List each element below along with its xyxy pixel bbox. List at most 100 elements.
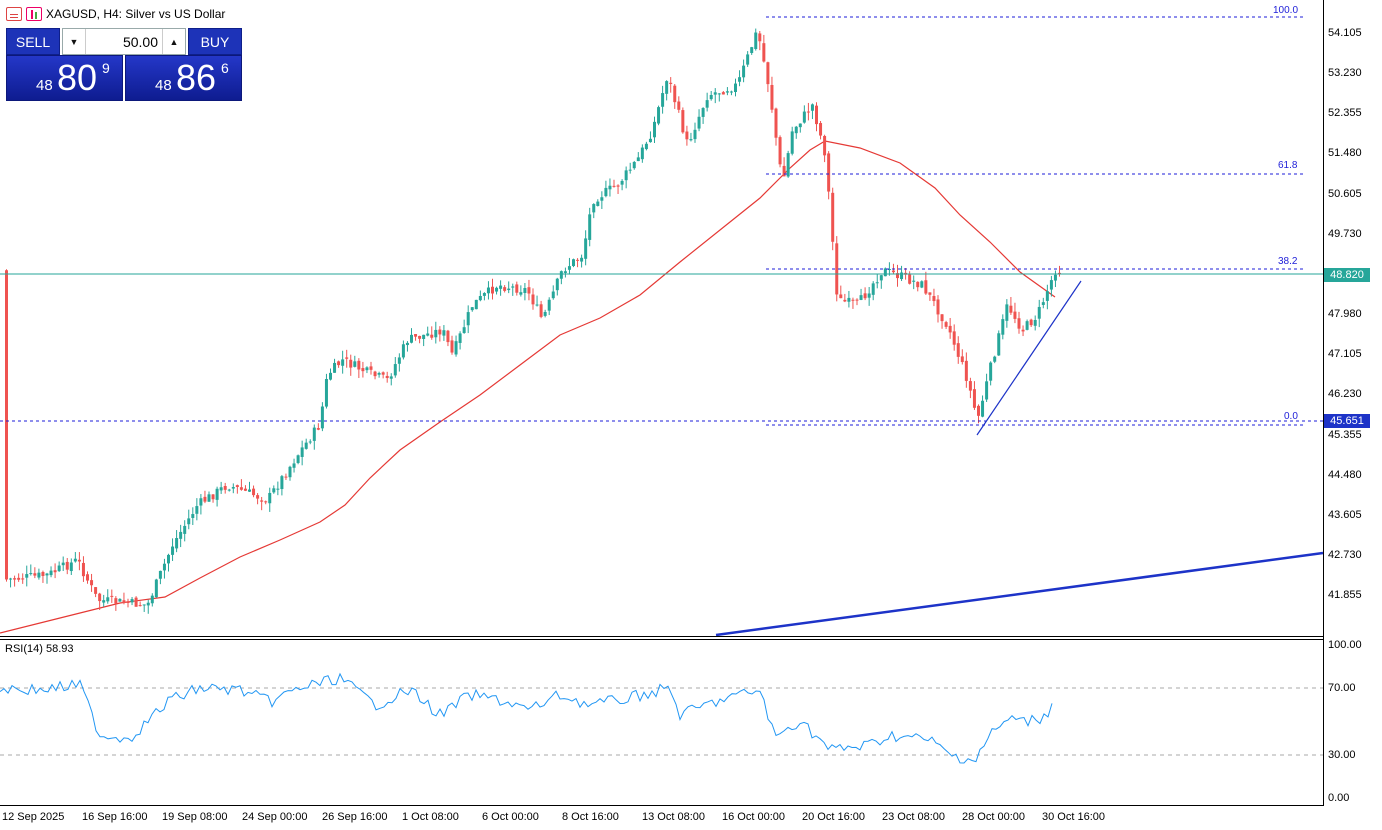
trendline-up [976, 280, 1082, 436]
candle-body [292, 463, 296, 468]
candle-body [993, 356, 997, 362]
candle-body [827, 153, 831, 192]
candle-body [248, 489, 251, 492]
candle-body [187, 518, 191, 525]
candle-body [584, 238, 588, 259]
bid-big-digits: 80 [57, 57, 98, 98]
candle-body [25, 574, 29, 578]
main-pane-border [0, 636, 1323, 637]
candle-body [701, 108, 705, 117]
price-tick: 50.605 [1328, 188, 1362, 200]
candle-body [1021, 329, 1025, 332]
candle-body [875, 282, 879, 284]
candle-body [333, 362, 337, 373]
candle-body [268, 492, 272, 504]
time-tick: 1 Oct 08:00 [402, 811, 459, 823]
rsi-tick: 0.00 [1328, 792, 1350, 804]
sell-button[interactable]: SELL [6, 28, 60, 55]
candle-body [628, 169, 632, 171]
candle-body [126, 601, 130, 603]
time-tick: 6 Oct 00:00 [482, 811, 539, 823]
time-tick: 12 Sep 2025 [2, 811, 65, 823]
candle-body [523, 288, 527, 293]
candle-body [324, 378, 328, 407]
candle-body [122, 600, 126, 604]
candle-body [1009, 305, 1013, 313]
candle-body [879, 275, 883, 281]
candle-body [519, 292, 523, 295]
candle-body [908, 274, 912, 284]
candle-body [474, 299, 478, 310]
candle-body [940, 314, 944, 322]
candle-body [102, 600, 106, 603]
candle-body [280, 476, 284, 490]
time-tick: 13 Oct 08:00 [642, 811, 705, 823]
candle-body [798, 123, 802, 128]
candle-body [786, 153, 790, 177]
candle-body [77, 559, 81, 562]
bid-price-button[interactable]: 48 80 9 [6, 55, 123, 101]
ask-price-button[interactable]: 48 86 6 [125, 55, 242, 101]
candle-body [414, 334, 418, 337]
buy-button[interactable]: BUY [188, 28, 242, 55]
candle-body [53, 570, 57, 573]
candle-body [604, 187, 608, 197]
candle-body [977, 405, 980, 416]
candle-body [738, 77, 742, 82]
candle-body [766, 62, 770, 85]
candle-body [547, 299, 551, 311]
candle-body [118, 598, 122, 602]
candle-body [742, 65, 746, 78]
lot-size-field[interactable]: ▼ 50.00 ▲ [62, 28, 186, 55]
candle-body [912, 280, 916, 282]
bid-prefix: 48 [36, 77, 53, 94]
candle-body [13, 578, 17, 580]
candle-body [1045, 291, 1049, 301]
candle-body [576, 259, 580, 261]
candle-body [191, 514, 195, 518]
candle-body [146, 602, 150, 606]
rsi-tick: 30.00 [1328, 749, 1356, 761]
market-watch-icon[interactable] [6, 7, 22, 21]
candle-body [960, 356, 964, 363]
time-tick: 30 Oct 16:00 [1042, 811, 1105, 823]
candle-body [179, 531, 183, 539]
time-tick: 19 Sep 08:00 [162, 811, 228, 823]
price-tick: 49.730 [1328, 228, 1362, 240]
lot-size-value[interactable]: 50.00 [122, 33, 158, 50]
candle-body [345, 357, 349, 359]
candle-body [657, 107, 661, 124]
candle-body [640, 147, 644, 160]
candle-body [252, 488, 256, 496]
candle-body [337, 361, 341, 366]
candle-body [770, 84, 774, 110]
candle-body [65, 561, 69, 570]
candle-body [964, 360, 968, 381]
lot-decrease-icon[interactable]: ▼ [63, 29, 86, 54]
candle-body [106, 597, 110, 602]
candle-body [535, 304, 539, 306]
candle-body [503, 287, 507, 291]
lot-increase-icon[interactable]: ▲ [162, 29, 185, 54]
candle-body [256, 495, 260, 499]
candle-body [600, 197, 604, 201]
candle-body [134, 597, 138, 607]
candle-body [73, 558, 77, 562]
candle-body [495, 287, 499, 292]
candle-body [1005, 304, 1009, 321]
candle-body [669, 82, 673, 84]
candle-body [377, 373, 381, 375]
chart-type-icon[interactable] [26, 7, 42, 21]
candle-body [353, 361, 357, 367]
candle-body [527, 287, 531, 294]
candle-body [636, 157, 640, 162]
candle-body [219, 487, 223, 491]
candle-body [300, 447, 304, 457]
candle-body [94, 587, 98, 594]
candle-body [968, 381, 972, 391]
candle-body [1017, 318, 1021, 329]
candle-body [928, 292, 932, 295]
candle-body [211, 494, 215, 500]
rsi-pane-border[interactable] [0, 639, 1323, 640]
